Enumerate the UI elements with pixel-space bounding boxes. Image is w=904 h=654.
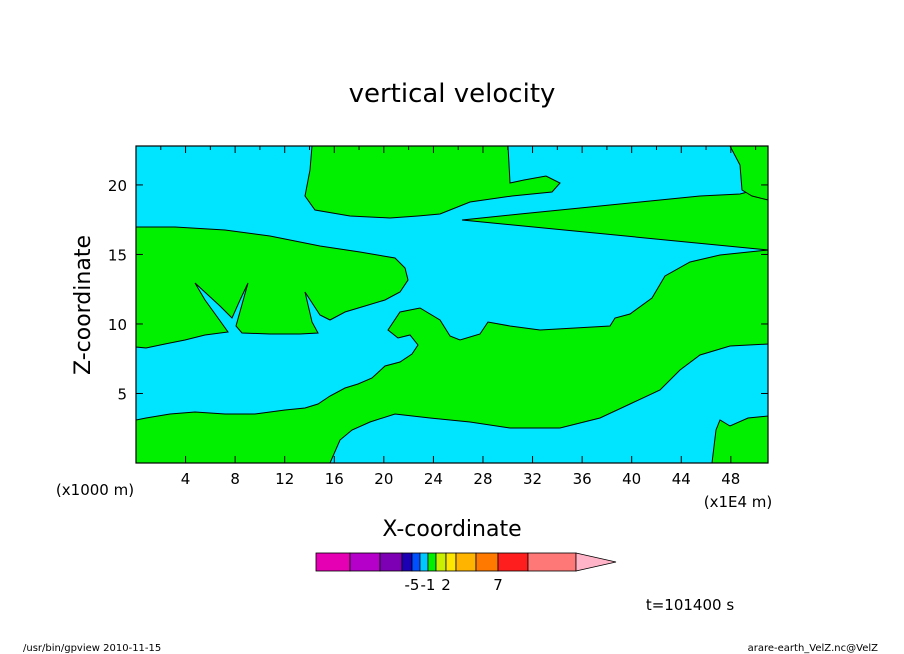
colorbar-swatch [497,552,529,572]
colorbar-extend-arrow [575,552,617,572]
x-tick-label: 12 [275,470,294,488]
colorbar-label: -1 [421,576,436,594]
colorbar-swatch [411,552,421,572]
colorbar-swatch [445,552,457,572]
colorbar-swatch [315,552,351,572]
plot-area [135,145,769,464]
x-tick-label: 36 [573,470,592,488]
x-scale-label: (x1E4 m) [704,493,773,511]
x-tick-label: 20 [374,470,393,488]
colorbar-label: -5 [405,576,420,594]
colorbar-swatch [427,552,437,572]
y-tick-label: 15 [108,246,127,264]
colorbar-label: 7 [493,576,503,594]
x-axis: 4 8 12 16 20 24 28 32 36 40 44 48 [160,146,757,488]
x-tick-label: 28 [473,470,492,488]
x-tick-label: 32 [523,470,542,488]
contour-region-top [304,145,561,219]
footer-left: /usr/bin/gpview 2010-11-15 [23,643,161,654]
x-tick-label: 48 [721,470,740,488]
colorbar-label: 2 [441,576,451,594]
y-axis: 5 10 15 20 [108,177,768,403]
y-tick-label: 5 [117,385,127,403]
chart-title: vertical velocity [349,79,556,109]
y-tick-label: 20 [108,177,127,195]
colorbar: -5 -1 2 7 [315,552,617,594]
time-label: t=101400 s [646,596,734,614]
colorbar-swatch [475,552,499,572]
colorbar-swatch [455,552,477,572]
colorbar-swatch [435,552,447,572]
footer-right: arare-earth_VelZ.nc@VelZ [748,643,879,654]
x-tick-label: 44 [672,470,691,488]
x-axis-label: X-coordinate [382,517,521,542]
colorbar-swatch [379,552,403,572]
colorbar-swatch [527,552,577,572]
x-tick-label: 8 [230,470,240,488]
colorbar-swatch [401,552,413,572]
x-tick-label: 4 [181,470,191,488]
colorbar-swatch [349,552,381,572]
x-tick-label: 24 [424,470,443,488]
plot-frame [135,145,769,464]
y-tick-label: 10 [108,316,127,334]
contour-region-upper-band [135,226,409,349]
colorbar-swatch [419,552,429,572]
contour-region-bottom-right [711,415,769,464]
contour-region-right-upper [135,187,769,464]
y-scale-label: (x1000 m) [56,481,134,499]
x-tick-label: 16 [325,470,344,488]
x-tick-label: 40 [622,470,641,488]
y-axis-label: Z-coordinate [71,235,96,375]
